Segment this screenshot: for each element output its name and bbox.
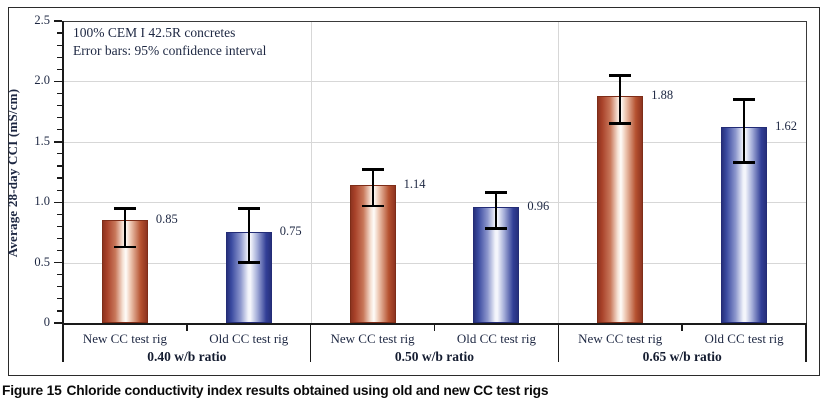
y-minor-tick (57, 129, 62, 131)
annotation-line-2: Error bars: 95% confidence interval (73, 43, 267, 58)
category-separator-tick (681, 325, 683, 331)
category-label: Old CC test rig (209, 331, 289, 346)
y-minor-tick (57, 92, 62, 95)
error-bar-stem (495, 192, 498, 229)
error-bar-stem (247, 208, 250, 263)
error-bar-cap-bottom (609, 122, 632, 125)
category-label: New CC test rig (82, 331, 167, 346)
y-minor-tick (57, 274, 62, 276)
error-bar-cap-bottom (237, 261, 260, 264)
y-minor-tick (57, 225, 62, 227)
chart-annotation: 100% CEM I 42.5R concretes Error bars: 9… (73, 24, 266, 60)
error-bar-cap-top (237, 206, 260, 210)
y-minor-tick (57, 68, 62, 70)
category-label: Old CC test rig (704, 331, 784, 346)
bar-new-cc-test-rig (597, 95, 644, 323)
y-minor-tick (57, 44, 62, 46)
error-bar-stem (371, 169, 374, 206)
group-divider (557, 325, 560, 362)
bar-value-label: 0.85 (155, 212, 178, 227)
error-bar-cap-bottom (113, 245, 136, 249)
figure-caption: Figure 15 Chloride conductivity index res… (2, 383, 548, 398)
error-bar-stem (743, 99, 746, 163)
vertical-gridline (310, 21, 312, 323)
horizontal-gridline (64, 202, 806, 204)
y-tick-label: 0.5 (34, 254, 50, 269)
y-minor-tick (57, 310, 62, 312)
error-bar-cap-top (609, 74, 632, 77)
error-bar-cap-top (361, 168, 384, 171)
figure-caption-text: Chloride conductivity index results obta… (66, 383, 549, 398)
bar-old-cc-test-rig (225, 232, 272, 323)
bar-value-label: 0.75 (279, 224, 302, 239)
category-separator-tick (433, 325, 436, 331)
y-tick-label: 2.0 (34, 73, 50, 88)
y-tick-label: 2.5 (34, 13, 50, 27)
y-minor-tick (57, 117, 62, 119)
plot-top-border (63, 21, 807, 23)
y-minor-tick (57, 213, 62, 215)
y-axis-title: Average 28-day CCI (mS/cm) (5, 88, 20, 258)
y-major-tick (54, 201, 62, 204)
error-bar-cap-bottom (733, 161, 756, 164)
y-minor-tick (57, 189, 62, 191)
y-minor-tick (57, 56, 62, 58)
horizontal-gridline (64, 262, 806, 264)
annotation-line-1: 100% CEM I 42.5R concretes (73, 25, 236, 40)
group-divider (805, 325, 807, 362)
error-bar-cap-top (733, 98, 756, 101)
plot-right-border (806, 21, 808, 323)
y-major-tick (54, 141, 62, 143)
y-major-tick (54, 20, 62, 22)
y-major-tick (54, 80, 62, 83)
bar-value-label: 1.14 (403, 177, 426, 192)
error-bar-cap-bottom (361, 204, 384, 208)
group-label: 0.40 w/b ratio (147, 349, 227, 364)
error-bar-stem (123, 208, 126, 247)
horizontal-gridline (64, 81, 806, 83)
error-bar-stem (619, 75, 622, 124)
horizontal-gridline (64, 141, 806, 143)
y-minor-tick (57, 249, 62, 252)
bar-new-cc-test-rig (349, 185, 396, 323)
group-divider (309, 325, 312, 362)
y-minor-tick (57, 32, 62, 34)
y-axis-line (62, 21, 64, 362)
y-major-tick (54, 322, 62, 324)
group-label: 0.65 w/b ratio (642, 349, 722, 364)
y-minor-tick (57, 237, 62, 240)
bar-value-label: 1.88 (651, 87, 674, 102)
figure-caption-number: Figure 15 (2, 383, 62, 398)
category-separator-tick (186, 325, 188, 331)
y-minor-tick (57, 298, 62, 300)
y-minor-tick (57, 165, 62, 167)
y-minor-tick (57, 153, 62, 155)
category-label: New CC test rig (330, 331, 415, 346)
y-tick-label: 1.0 (34, 194, 50, 209)
error-bar-cap-bottom (485, 227, 508, 231)
bar-value-label: 0.96 (527, 199, 550, 214)
y-tick-label: 0 (43, 315, 50, 329)
category-label: Old CC test rig (456, 331, 536, 346)
y-minor-tick (57, 286, 62, 288)
y-minor-tick (57, 104, 62, 107)
y-major-tick (54, 261, 62, 264)
y-tick-label: 1.5 (34, 133, 50, 148)
error-bar-cap-top (113, 206, 136, 210)
y-minor-tick (57, 177, 62, 179)
category-label: New CC test rig (578, 331, 663, 346)
vertical-gridline (558, 21, 560, 323)
group-label: 0.50 w/b ratio (394, 349, 475, 364)
error-bar-cap-top (485, 191, 508, 194)
bar-value-label: 1.62 (775, 119, 797, 134)
x-axis-line (62, 323, 807, 325)
